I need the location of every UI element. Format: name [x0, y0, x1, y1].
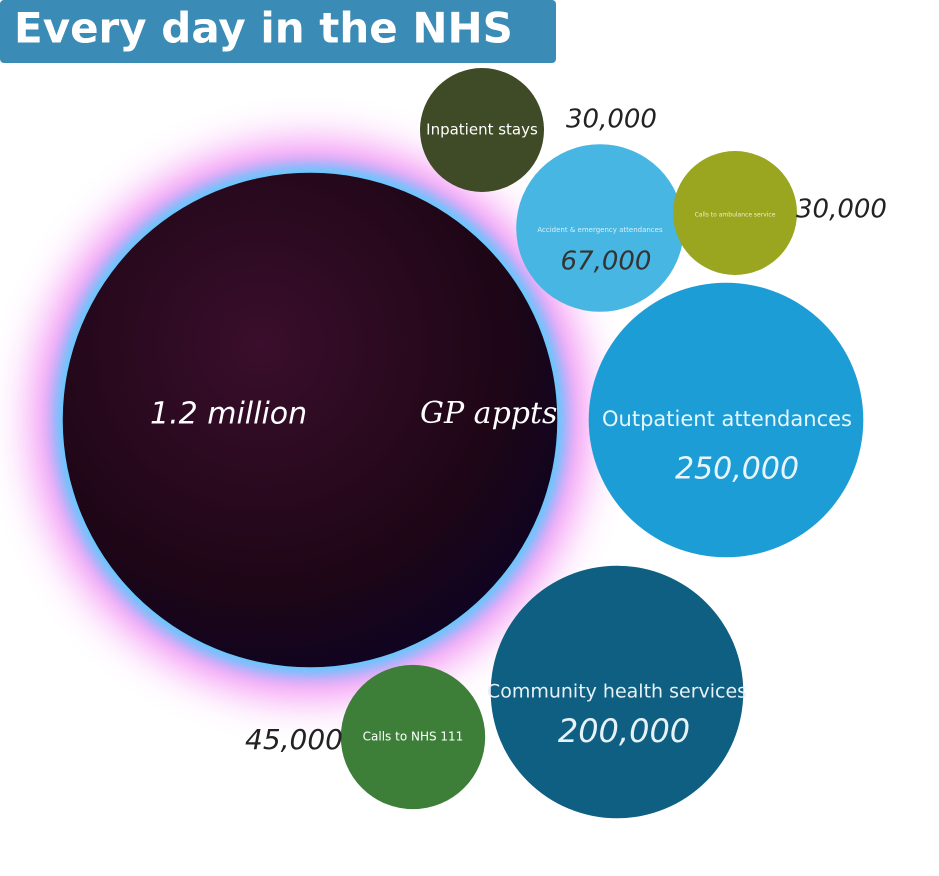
- bubble: [62, 172, 558, 668]
- value-label: 200,000: [558, 712, 690, 750]
- bubble-label: Outpatient attendances: [602, 407, 852, 431]
- value-label: 30,000: [796, 195, 887, 225]
- title-banner: [0, 0, 556, 63]
- value-label: 45,000: [245, 723, 343, 756]
- bubble-label: Calls to NHS 111: [363, 730, 464, 744]
- value-label: 30,000: [566, 105, 657, 135]
- bubble-label: Inpatient stays: [426, 121, 538, 139]
- bubble: [490, 565, 744, 819]
- bubble: [588, 282, 864, 558]
- value-label: 67,000: [561, 247, 652, 277]
- bubble: [420, 68, 544, 192]
- chart-title: Every day in the NHS: [14, 4, 513, 53]
- bubble: [673, 151, 797, 275]
- bubble-label: Accident & emergency attendances: [537, 226, 663, 234]
- value-label: 250,000: [675, 452, 799, 487]
- bubble-label: Community health services: [487, 681, 747, 703]
- bubble: [340, 664, 486, 810]
- bubble-label: GP appts: [420, 396, 557, 431]
- bubble: [516, 144, 684, 312]
- value-label: 1.2 million: [150, 397, 307, 432]
- bubble-label: Calls to ambulance service: [695, 212, 776, 219]
